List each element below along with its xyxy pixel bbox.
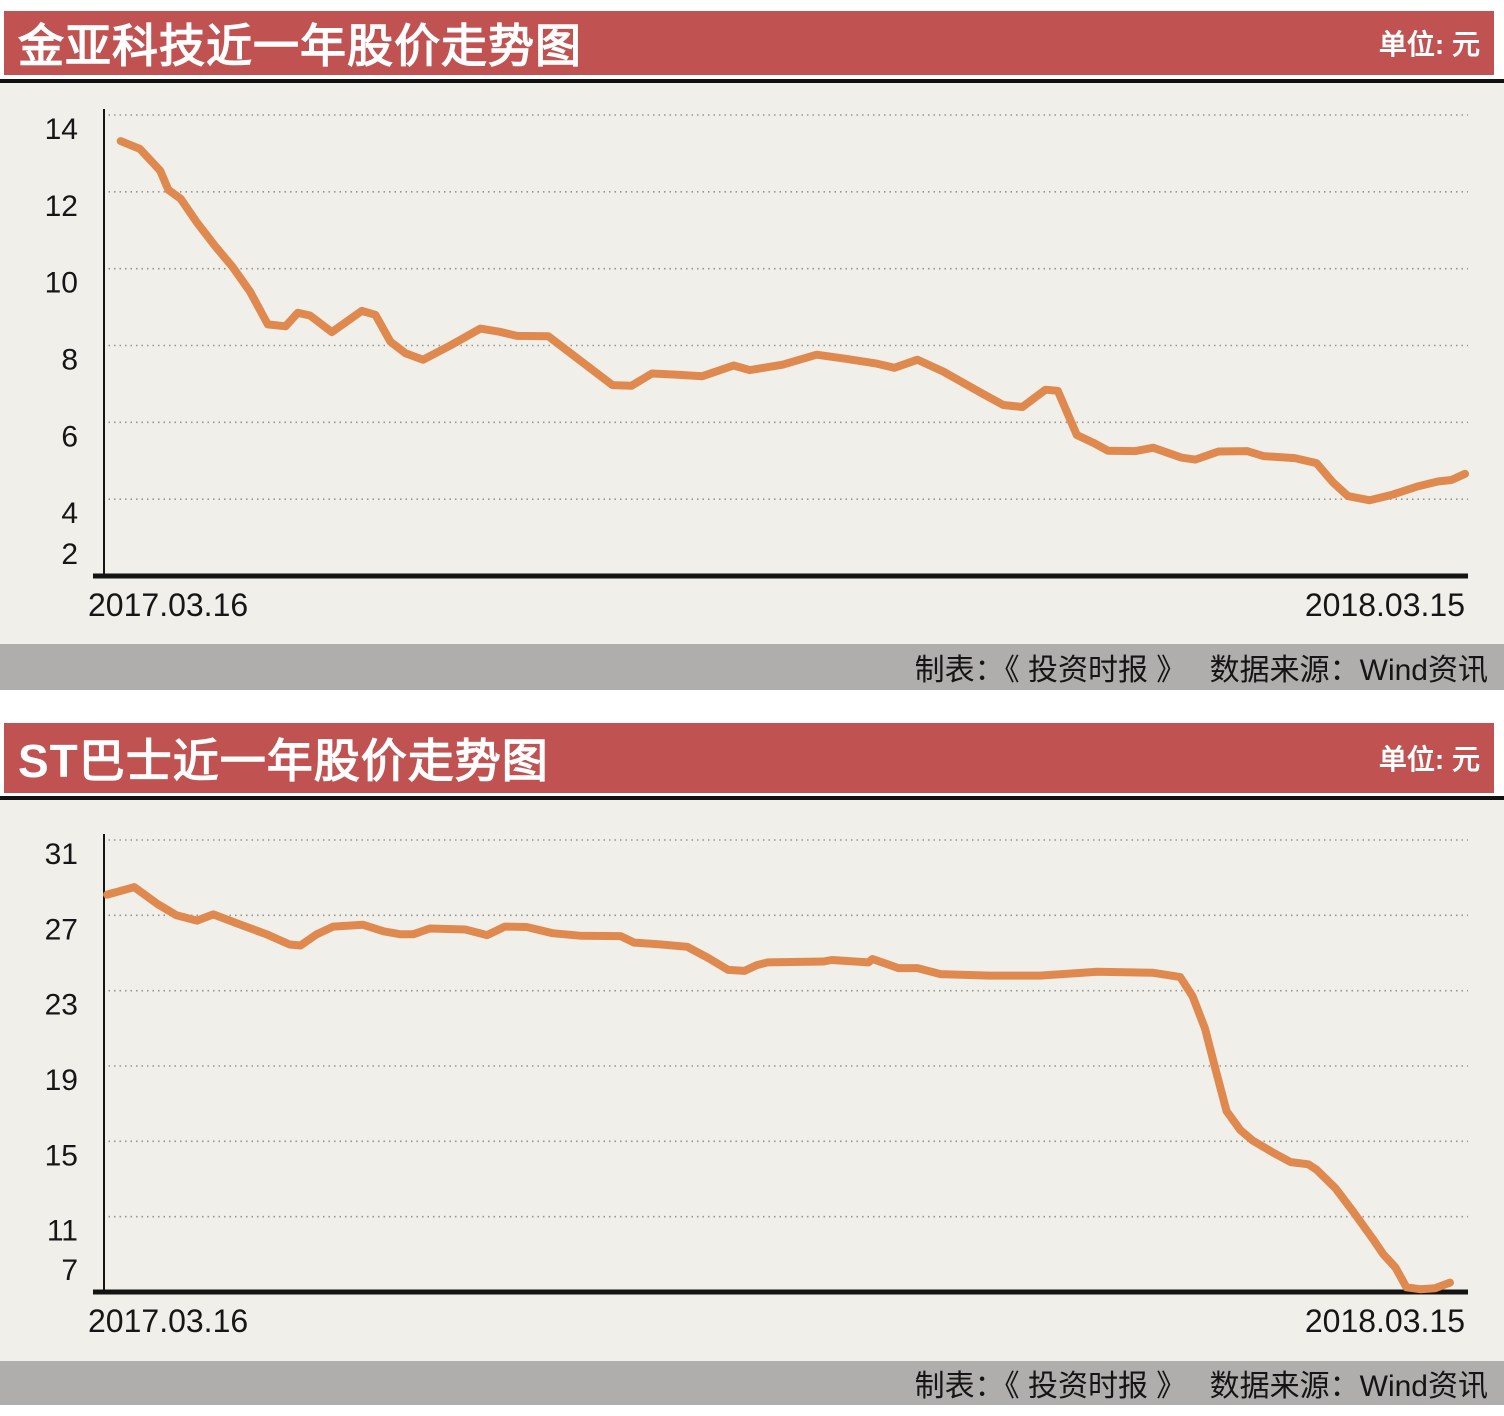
x-end-date-label: 2018.03.15 — [1305, 587, 1465, 623]
chart2-svg: 31 27 23 19 15 11 7 2017.03.16 2018.03.15 — [45, 834, 1468, 1339]
price-series-line — [103, 883, 1454, 1294]
chart1-header: 金亚科技近一年股价走势图 单位: 元 — [4, 11, 1494, 75]
y-tick-label: 6 — [61, 420, 78, 453]
chart2-footer: 制表：《 投资时报 》 数据来源：Wind资讯 — [0, 1361, 1504, 1405]
y-tick-label: 27 — [45, 913, 78, 946]
section-gap — [0, 690, 1504, 723]
y-tick-label: 10 — [45, 267, 78, 300]
y-tick-label: 7 — [61, 1254, 78, 1287]
y-tick-label: 23 — [45, 989, 78, 1022]
chart2-unit-label: 单位: 元 — [1378, 744, 1480, 775]
chart1-plot-area: 14 12 10 8 6 4 2 2017.03.16 2018.03.15 — [0, 83, 1504, 644]
chart1-divider-rule — [0, 79, 1504, 83]
chart2-source-credit: 制表：《 投资时报 》 数据来源：Wind资讯 — [914, 1370, 1488, 1403]
chart2-plot-area: 31 27 23 19 15 11 7 2017.03.16 2018.03.15 — [0, 800, 1504, 1361]
x-end-date-label: 2018.03.15 — [1305, 1303, 1465, 1339]
chart1-svg: 14 12 10 8 6 4 2 2017.03.16 2018.03.15 — [45, 109, 1469, 623]
chart2-header: ST巴士近一年股价走势图 单位: 元 — [4, 723, 1494, 793]
y-tick-label: 15 — [45, 1139, 78, 1172]
x-start-date-label: 2017.03.16 — [88, 587, 248, 623]
y-tick-label: 31 — [45, 838, 78, 871]
y-tick-label: 14 — [45, 113, 78, 146]
y-tick-label: 19 — [45, 1064, 78, 1097]
chart2-divider-rule — [0, 796, 1504, 800]
chart1-unit-label: 单位: 元 — [1378, 29, 1480, 60]
x-start-date-label: 2017.03.16 — [88, 1303, 248, 1339]
y-tick-label: 4 — [61, 497, 78, 530]
y-tick-label: 11 — [47, 1215, 78, 1248]
price-series-line — [116, 137, 1469, 505]
y-tick-label: 8 — [61, 344, 78, 377]
chart2-title: ST巴士近一年股价走势图 — [18, 735, 549, 787]
y-tick-label: 2 — [61, 538, 78, 571]
chart1-footer: 制表：《 投资时报 》 数据来源：Wind资讯 — [0, 644, 1504, 690]
y-tick-label: 12 — [45, 190, 78, 223]
chart1-source-credit: 制表：《 投资时报 》 数据来源：Wind资讯 — [914, 654, 1488, 687]
chart1-title: 金亚科技近一年股价走势图 — [18, 20, 582, 72]
